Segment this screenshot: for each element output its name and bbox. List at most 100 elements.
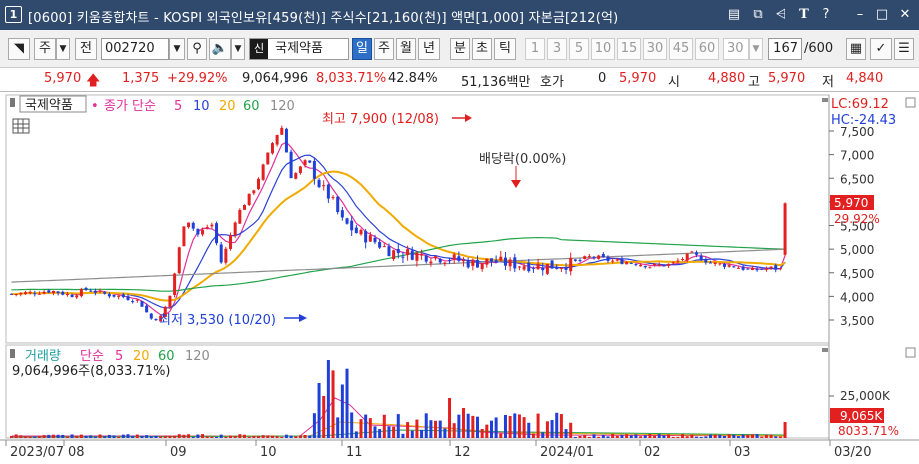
- stock-name-field[interactable]: 신 국제약품: [249, 38, 349, 60]
- volume-bar[interactable]: [503, 414, 507, 438]
- volume-ma-5[interactable]: 5: [115, 349, 123, 364]
- volume-bar[interactable]: [713, 434, 717, 438]
- candle-style-icon[interactable]: ▦: [846, 38, 866, 60]
- candle-body[interactable]: [499, 256, 503, 261]
- volume-bar[interactable]: [261, 435, 265, 438]
- volume-bar[interactable]: [522, 417, 526, 438]
- candle-body[interactable]: [107, 294, 111, 297]
- volume-bar[interactable]: [243, 434, 246, 438]
- candle-body[interactable]: [606, 256, 610, 261]
- price-ma-120[interactable]: 120: [270, 99, 295, 114]
- candle-body[interactable]: [541, 267, 545, 271]
- close-icon[interactable]: ✕: [899, 7, 911, 22]
- candle-body[interactable]: [201, 229, 205, 235]
- volume-bar[interactable]: [224, 436, 228, 438]
- volume-bar[interactable]: [485, 424, 489, 438]
- candle-body[interactable]: [205, 226, 209, 229]
- interval-dropdown-icon[interactable]: ▼: [749, 38, 763, 60]
- candle-body[interactable]: [485, 258, 489, 265]
- volume-bar[interactable]: [615, 435, 619, 438]
- candle-body[interactable]: [625, 262, 629, 265]
- candle-body[interactable]: [168, 295, 172, 308]
- candle-body[interactable]: [443, 262, 447, 264]
- candle-body[interactable]: [667, 263, 671, 266]
- candle-body[interactable]: [126, 296, 130, 301]
- volume-bar[interactable]: [238, 434, 242, 438]
- volume-bar[interactable]: [448, 398, 452, 438]
- candle-body[interactable]: [569, 257, 573, 272]
- volume-bar[interactable]: [312, 413, 316, 438]
- volume-bar[interactable]: [317, 383, 321, 438]
- volume-bar[interactable]: [634, 434, 638, 438]
- volume-bar[interactable]: [10, 435, 13, 438]
- candle-body[interactable]: [75, 295, 79, 298]
- volume-bar[interactable]: [597, 436, 601, 438]
- volume-bar[interactable]: [564, 429, 568, 438]
- interval-15[interactable]: 15: [617, 38, 641, 60]
- volume-bar[interactable]: [489, 420, 493, 438]
- candle-body[interactable]: [331, 197, 335, 199]
- candle-body[interactable]: [462, 259, 466, 262]
- volume-bar[interactable]: [252, 436, 256, 438]
- candle-body[interactable]: [340, 210, 344, 218]
- price-panel-menu-icon[interactable]: [905, 97, 916, 108]
- volume-bar[interactable]: [480, 428, 484, 438]
- candle-body[interactable]: [438, 258, 442, 263]
- candle-body[interactable]: [28, 291, 32, 294]
- volume-bar[interactable]: [452, 423, 456, 438]
- price-ma-title-text[interactable]: 종가 단순: [104, 99, 156, 114]
- volume-bar[interactable]: [587, 436, 591, 438]
- volume-bar[interactable]: [462, 408, 466, 438]
- candle-body[interactable]: [527, 262, 531, 272]
- candle-body[interactable]: [657, 264, 661, 266]
- volume-bar[interactable]: [266, 435, 270, 438]
- volume-bar[interactable]: [219, 434, 223, 438]
- volume-bar[interactable]: [154, 435, 158, 438]
- restore-copy-icon[interactable]: ⧉: [753, 7, 763, 22]
- volume-bar[interactable]: [550, 420, 554, 438]
- volume-bar[interactable]: [256, 436, 260, 438]
- volume-bar[interactable]: [415, 419, 419, 438]
- candle-body[interactable]: [196, 228, 200, 235]
- volume-bars[interactable]: [10, 360, 787, 438]
- volume-bar[interactable]: [126, 434, 130, 438]
- volume-bar[interactable]: [517, 414, 521, 438]
- volume-bar[interactable]: [764, 434, 768, 438]
- volume-bar[interactable]: [643, 435, 647, 438]
- volume-bar[interactable]: [573, 436, 577, 438]
- candle-body[interactable]: [149, 313, 153, 319]
- candle-body[interactable]: [19, 292, 23, 295]
- candle-body[interactable]: [573, 259, 577, 261]
- volume-bar[interactable]: [592, 434, 596, 438]
- candle-body[interactable]: [280, 127, 284, 135]
- volume-bar[interactable]: [760, 436, 764, 438]
- volume-bar[interactable]: [340, 384, 344, 438]
- volume-panel-menu-icon[interactable]: [905, 347, 916, 358]
- volume-bar[interactable]: [620, 434, 624, 438]
- volume-bar[interactable]: [406, 422, 410, 438]
- candle-body[interactable]: [140, 301, 144, 307]
- volume-bar[interactable]: [555, 412, 559, 438]
- volume-bar[interactable]: [187, 434, 191, 438]
- volume-bar[interactable]: [499, 433, 503, 438]
- volume-bar[interactable]: [671, 436, 675, 438]
- candle-body[interactable]: [210, 224, 214, 227]
- candle-body[interactable]: [653, 264, 657, 266]
- candle-body[interactable]: [364, 231, 368, 243]
- maximize-icon[interactable]: □: [875, 7, 889, 22]
- candle-body[interactable]: [261, 164, 265, 180]
- candle-body[interactable]: [359, 229, 363, 235]
- candle-body[interactable]: [531, 267, 535, 269]
- candle-body[interactable]: [778, 268, 782, 270]
- text-icon[interactable]: T: [799, 7, 809, 22]
- volume-bar[interactable]: [336, 417, 340, 438]
- candle-body[interactable]: [163, 306, 167, 318]
- candle-body[interactable]: [373, 237, 377, 243]
- candle-body[interactable]: [61, 291, 65, 295]
- candle-body[interactable]: [750, 267, 754, 270]
- speaker-dropdown-icon[interactable]: ▼: [231, 38, 245, 60]
- volume-bar[interactable]: [387, 426, 391, 438]
- candle-body[interactable]: [685, 253, 689, 261]
- candle-body[interactable]: [303, 160, 307, 166]
- volume-bar[interactable]: [345, 368, 349, 438]
